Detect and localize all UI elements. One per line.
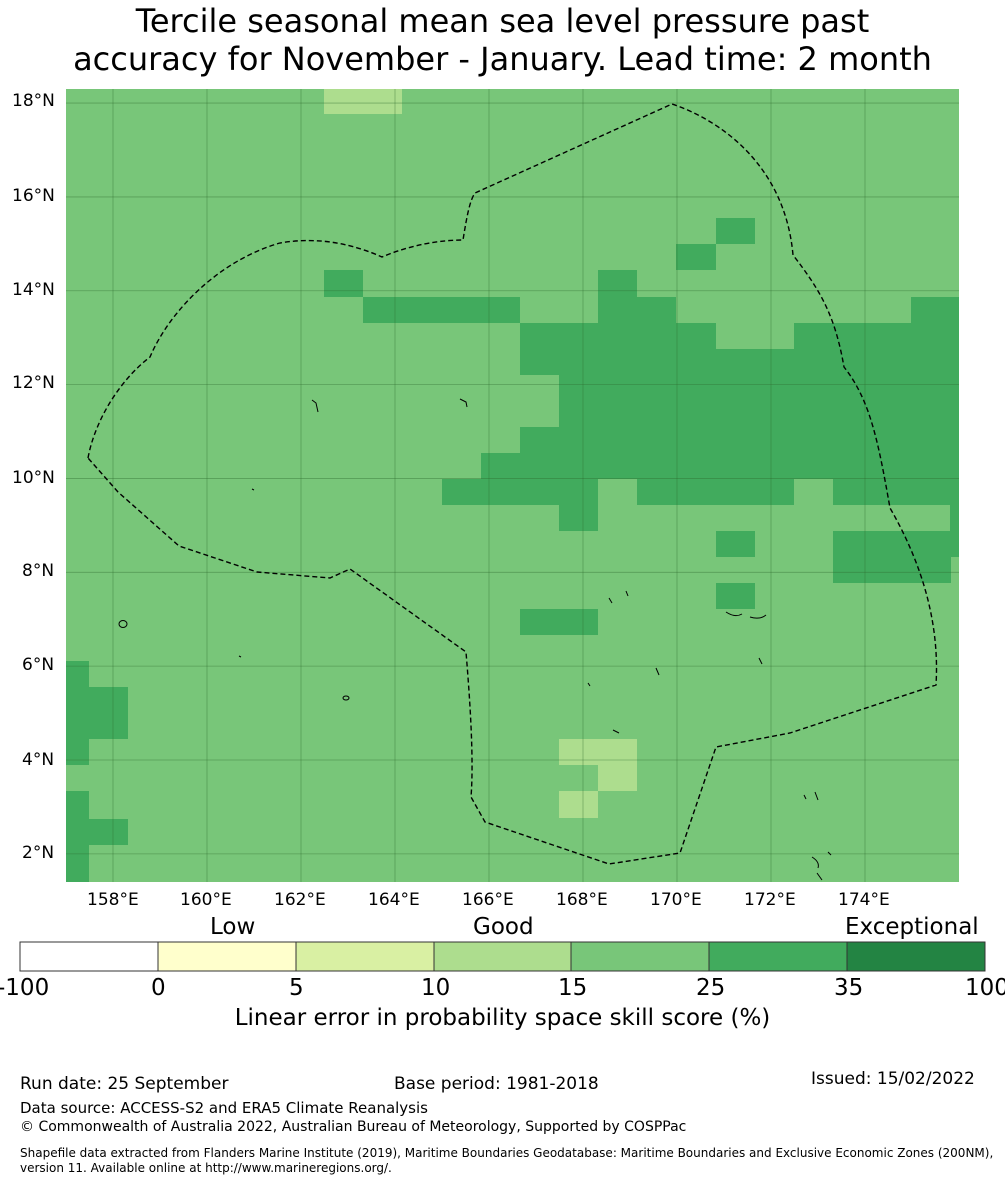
- skill-cell: [66, 791, 89, 882]
- island: [803, 791, 819, 801]
- skill-cell: [716, 583, 755, 609]
- skill-cell: [833, 479, 959, 505]
- run-date: Run date: 25 September: [20, 1074, 229, 1094]
- island: [811, 851, 832, 881]
- skill-cell: [89, 687, 128, 739]
- colorbar-tick: 0: [151, 975, 166, 1001]
- islands: [118, 398, 832, 881]
- gridlines: [66, 89, 959, 882]
- skill-cell: [520, 427, 959, 453]
- lat-label: 8°N: [22, 561, 55, 581]
- colorbar: [19, 941, 986, 972]
- category-low: Low: [210, 914, 256, 940]
- skill-cell: [598, 270, 637, 297]
- map-frame: [66, 89, 959, 882]
- skill-cell: [363, 297, 520, 323]
- island: [311, 399, 319, 413]
- colorbar-title: Linear error in probability space skill …: [234, 1005, 771, 1031]
- skill-cell: [637, 479, 794, 505]
- lat-label: 10°N: [12, 468, 55, 488]
- island: [612, 729, 620, 734]
- skill-cell: [481, 453, 959, 479]
- skill-cell: [598, 297, 676, 323]
- skill-cell: [442, 479, 598, 505]
- map-figure: [19, 89, 986, 972]
- eez-boundary: [87, 103, 938, 865]
- colorbar-tick: 100: [965, 975, 1005, 1001]
- colorbar-tick: 5: [289, 975, 304, 1001]
- title-line-2: accuracy for November - January. Lead ti…: [73, 40, 932, 78]
- lon-label: 158°E: [87, 890, 139, 910]
- island: [725, 611, 767, 619]
- skill-cell: [911, 297, 959, 323]
- skill-cell: [559, 791, 598, 818]
- skill-cell: [520, 349, 959, 375]
- skill-cell: [66, 661, 89, 765]
- colorbar-tick: 15: [558, 975, 588, 1001]
- lat-label: 6°N: [22, 655, 55, 675]
- island: [342, 695, 350, 701]
- skill-cells: [66, 89, 959, 882]
- skill-cell: [676, 244, 716, 270]
- category-exceptional: Exceptional: [845, 914, 979, 940]
- lon-label: 162°E: [274, 890, 326, 910]
- skill-cell: [794, 323, 959, 349]
- lat-label: 2°N: [22, 843, 55, 863]
- copyright: © Commonwealth of Australia 2022, Austra…: [20, 1119, 687, 1135]
- colorbar-segment-2: [158, 942, 296, 971]
- colorbar-segment-1: [20, 942, 158, 971]
- colorbar-tick: -100: [0, 975, 50, 1001]
- lat-label: 16°N: [12, 186, 55, 206]
- title-line-1: Tercile seasonal mean sea level pressure…: [135, 2, 870, 40]
- colorbar-tick: 25: [696, 975, 726, 1001]
- lon-label: 168°E: [556, 890, 608, 910]
- colorbar-tick: 10: [421, 975, 451, 1001]
- skill-cell: [716, 218, 755, 244]
- skill-cell: [598, 765, 637, 791]
- skill-cell: [89, 819, 128, 845]
- skill-cell: [520, 323, 716, 349]
- category-good: Good: [473, 914, 534, 940]
- colorbar-segment-7: [847, 942, 985, 971]
- colorbar-outline: [19, 941, 986, 972]
- skill-cell: [559, 739, 637, 765]
- skill-cell: [559, 375, 959, 427]
- lat-label: 14°N: [12, 280, 55, 300]
- skill-cell: [520, 609, 598, 635]
- skill-cell: [324, 270, 363, 297]
- lon-label: 164°E: [368, 890, 420, 910]
- lon-label: 172°E: [744, 890, 796, 910]
- lat-label: 4°N: [22, 750, 55, 770]
- island: [118, 620, 128, 628]
- skill-cell: [833, 531, 951, 583]
- skill-cell: [324, 89, 402, 114]
- shapefile-credit: Shapefile data extracted from Flanders M…: [20, 1146, 994, 1175]
- island: [238, 488, 591, 687]
- colorbar-segment-4: [434, 942, 571, 971]
- colorbar-tick: 35: [834, 975, 864, 1001]
- lon-label: 160°E: [180, 890, 232, 910]
- lat-label: 12°N: [12, 373, 55, 393]
- island: [459, 398, 468, 408]
- skill-cell: [559, 505, 598, 531]
- lon-label: 170°E: [650, 890, 702, 910]
- colorbar-segment-3: [296, 942, 434, 971]
- colorbar-segment-5: [571, 942, 709, 971]
- lon-label: 174°E: [838, 890, 890, 910]
- lon-label: 166°E: [462, 890, 514, 910]
- colorbar-segment-6: [709, 942, 847, 971]
- data-source: Data source: ACCESS-S2 and ERA5 Climate …: [20, 1099, 428, 1117]
- island: [655, 657, 763, 676]
- skill-cell: [716, 531, 755, 557]
- skill-cell: [950, 505, 959, 557]
- issued-date: Issued: 15/02/2022: [811, 1069, 975, 1089]
- lat-label: 18°N: [12, 91, 55, 111]
- base-period: Base period: 1981-2018: [394, 1074, 599, 1094]
- island: [608, 590, 629, 604]
- map-title: Tercile seasonal mean sea level pressure…: [0, 2, 1005, 78]
